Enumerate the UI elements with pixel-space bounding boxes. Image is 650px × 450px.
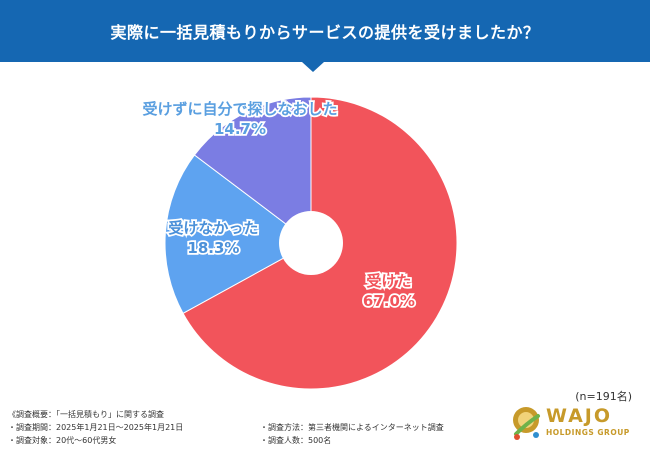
header-banner: 実際に一括見積もりからサービスの提供を受けましたか？ — [0, 0, 650, 62]
slice-label: 受けずに自分で探しなおした — [142, 100, 337, 118]
chart-title: 実際に一括見積もりからサービスの提供を受けましたか？ — [110, 23, 540, 42]
slice-label: 受けた — [366, 272, 411, 290]
slice-label: 受けなかった — [168, 219, 258, 237]
pie-slice — [193, 96, 312, 245]
logo-mark-icon — [513, 407, 540, 440]
logo-subtitle: HOLDINGS GROUP — [546, 428, 630, 437]
pie-chart: 受けた 67.0% 受けなかった 18.3% 受けずに自分で探しなおした 14.7% — [141, 96, 458, 390]
slice-value-label: 67.0% — [363, 292, 415, 310]
sample-size: (n=191名) — [575, 390, 632, 403]
survey-count: ・調査人数：500名 — [260, 436, 332, 445]
survey-period: ・調査期間：2025年1月21日～2025年1月21日 — [8, 423, 184, 432]
survey-target: ・調査対象：20代～60代男女 — [8, 436, 117, 445]
slice-value-label: 18.3% — [187, 239, 239, 257]
logo-word: WAJO — [546, 405, 613, 427]
donut-hole — [279, 211, 343, 275]
survey-overview: 《調査概要：「一括見積もり」に関する調査 ・調査期間：2025年1月21日～20… — [8, 408, 478, 448]
slice-value-label: 14.7% — [214, 120, 266, 138]
company-logo: WAJO HOLDINGS GROUP — [508, 404, 638, 444]
survey-overview-title: 《調査概要：「一括見積もり」に関する調査 — [8, 410, 164, 419]
survey-method: ・調査方法：第三者機関によるインターネット調査 — [260, 423, 444, 432]
header-pointer — [302, 62, 324, 72]
pie-slice — [164, 154, 312, 315]
